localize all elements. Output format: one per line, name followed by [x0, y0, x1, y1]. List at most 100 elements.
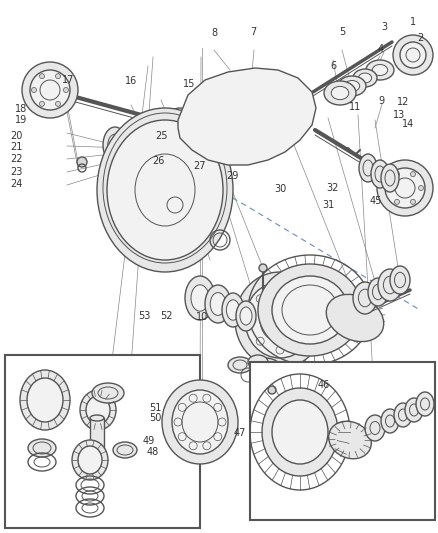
Ellipse shape [325, 294, 383, 342]
Ellipse shape [153, 150, 162, 164]
Text: 45: 45 [368, 197, 381, 206]
Text: 19: 19 [15, 115, 27, 125]
Text: 29: 29 [226, 171, 238, 181]
Circle shape [267, 386, 276, 394]
Text: 9: 9 [378, 96, 384, 106]
Ellipse shape [143, 146, 154, 162]
Ellipse shape [90, 447, 104, 453]
Ellipse shape [28, 439, 56, 457]
Circle shape [384, 168, 424, 208]
Circle shape [410, 172, 414, 176]
Ellipse shape [343, 80, 359, 92]
Ellipse shape [251, 372, 277, 388]
Ellipse shape [198, 76, 297, 160]
Text: 31: 31 [321, 200, 334, 210]
Ellipse shape [184, 276, 215, 320]
Text: 5: 5 [339, 27, 345, 37]
Circle shape [394, 199, 399, 204]
Circle shape [64, 87, 68, 93]
Ellipse shape [244, 282, 314, 358]
Circle shape [385, 185, 391, 190]
Ellipse shape [337, 76, 365, 96]
Text: 49: 49 [142, 437, 154, 446]
Ellipse shape [234, 272, 324, 368]
Ellipse shape [258, 264, 361, 356]
Text: 48: 48 [146, 447, 159, 457]
Ellipse shape [254, 361, 274, 375]
Ellipse shape [80, 390, 116, 430]
Circle shape [392, 35, 432, 75]
Ellipse shape [236, 301, 255, 331]
Circle shape [77, 157, 87, 167]
Ellipse shape [371, 64, 387, 76]
Ellipse shape [27, 378, 63, 422]
Text: 46: 46 [317, 380, 329, 390]
Ellipse shape [380, 409, 398, 433]
Text: 22: 22 [11, 154, 23, 164]
Text: 10: 10 [195, 312, 208, 322]
Ellipse shape [393, 403, 411, 427]
Ellipse shape [226, 300, 239, 320]
Circle shape [22, 62, 78, 118]
Text: 3: 3 [380, 22, 386, 31]
Ellipse shape [357, 73, 371, 83]
Ellipse shape [150, 145, 166, 169]
Text: 27: 27 [193, 161, 205, 171]
Ellipse shape [364, 415, 384, 441]
Text: 26: 26 [152, 156, 165, 166]
Ellipse shape [108, 134, 122, 156]
Text: 30: 30 [273, 184, 286, 194]
Text: 13: 13 [392, 110, 404, 119]
Ellipse shape [352, 69, 376, 87]
Ellipse shape [247, 355, 267, 369]
Circle shape [410, 199, 414, 204]
Ellipse shape [365, 60, 393, 80]
Circle shape [39, 101, 44, 107]
Text: 15: 15 [182, 79, 194, 89]
Polygon shape [177, 68, 315, 165]
Circle shape [55, 101, 60, 107]
Text: 24: 24 [11, 179, 23, 189]
Ellipse shape [172, 390, 227, 454]
Ellipse shape [107, 120, 223, 260]
Text: 1: 1 [409, 18, 415, 27]
Ellipse shape [103, 127, 127, 163]
Text: 50: 50 [149, 414, 162, 423]
Circle shape [399, 42, 425, 68]
Ellipse shape [72, 440, 108, 480]
Text: 47: 47 [233, 428, 245, 438]
Text: 52: 52 [159, 311, 172, 320]
Text: 16: 16 [124, 76, 137, 86]
Ellipse shape [162, 380, 237, 464]
Text: 11: 11 [348, 102, 360, 111]
Text: 18: 18 [15, 104, 27, 114]
Ellipse shape [222, 293, 244, 327]
Ellipse shape [261, 388, 337, 476]
Text: 32: 32 [326, 183, 338, 192]
Text: 2: 2 [417, 34, 423, 43]
Ellipse shape [118, 133, 138, 163]
Ellipse shape [404, 398, 422, 422]
Circle shape [32, 87, 36, 93]
Bar [5, 355, 200, 528]
Text: 21: 21 [11, 142, 23, 151]
Ellipse shape [133, 143, 144, 159]
Text: 53: 53 [138, 311, 150, 320]
Ellipse shape [191, 285, 208, 311]
Ellipse shape [20, 370, 70, 430]
Ellipse shape [113, 442, 137, 458]
Circle shape [258, 264, 266, 272]
Circle shape [39, 74, 44, 79]
Ellipse shape [90, 415, 104, 421]
Ellipse shape [352, 282, 376, 314]
Text: 25: 25 [155, 131, 167, 141]
Text: 7: 7 [250, 27, 256, 37]
Ellipse shape [380, 164, 398, 192]
Ellipse shape [210, 293, 225, 316]
Text: 23: 23 [11, 167, 23, 176]
Ellipse shape [389, 266, 409, 294]
Ellipse shape [162, 108, 198, 152]
Text: 51: 51 [149, 403, 162, 413]
Text: 14: 14 [401, 119, 413, 128]
Ellipse shape [130, 137, 148, 165]
